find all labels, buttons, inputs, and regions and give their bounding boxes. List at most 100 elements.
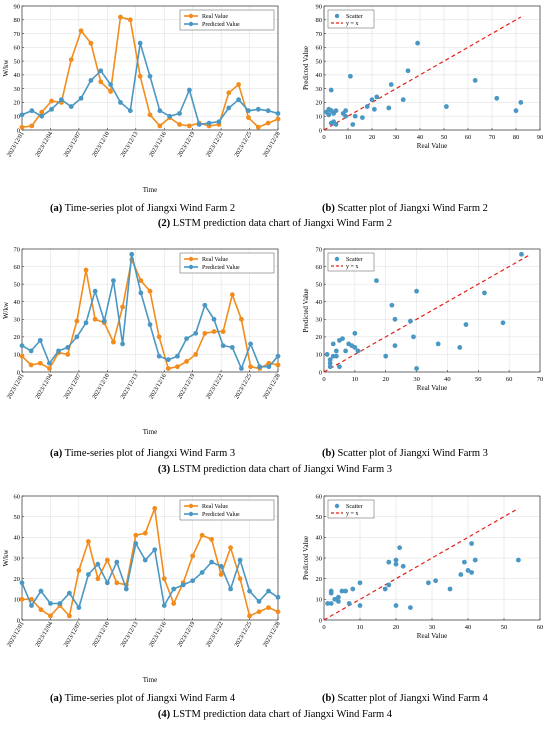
scatter-point	[472, 78, 478, 83]
predicted-value-point	[266, 588, 271, 594]
legend-swatch-marker	[334, 256, 340, 262]
scatter-point	[348, 73, 353, 79]
y-tick-label: 0	[17, 369, 20, 376]
x-tick-label: 90	[537, 134, 544, 141]
x-tick-label: 10	[352, 376, 359, 383]
x-tick-label: 10	[345, 134, 352, 141]
scatter-point	[340, 111, 346, 116]
real-value-point	[184, 359, 189, 364]
y-tick-label: 40	[316, 72, 323, 79]
y-tick-label: 60	[316, 264, 323, 271]
x-tick-label: 10	[357, 624, 364, 631]
y-tick-label: 10	[14, 352, 21, 359]
predicted-value-point	[19, 580, 25, 586]
scatter-point	[494, 95, 500, 101]
y-tick-label: 60	[14, 264, 21, 271]
caption-text: Time-series plot of Jiangxi Wind Farm 3	[62, 448, 235, 459]
predicted-value-point	[157, 108, 163, 114]
y-tick-label: 50	[14, 281, 21, 288]
legend-label: y = x	[346, 21, 358, 27]
x-axis-label: Time	[143, 428, 158, 436]
scatter-point	[482, 290, 487, 296]
x-tick-label: 2023/12/16	[148, 373, 168, 401]
scatter-point	[518, 100, 524, 105]
x-tick-label: 2023/12/19	[176, 373, 196, 401]
scatter-point	[328, 588, 334, 594]
scatter-point	[393, 603, 399, 608]
y-tick-label: 40	[14, 72, 21, 79]
scatter-point	[388, 82, 394, 87]
plot-frame	[21, 248, 279, 373]
scatter-point	[386, 105, 392, 111]
predicted-value-point	[275, 353, 281, 359]
predicted-value-point	[48, 601, 53, 606]
caption-tag: (a)	[50, 693, 63, 704]
caption-tag: (3)	[158, 464, 171, 475]
x-tick-label: 30	[393, 134, 400, 141]
predicted-value-point	[39, 113, 45, 119]
y-tick-label: 10	[316, 597, 323, 604]
legend-label: Real Value	[202, 504, 228, 510]
plot-frame	[21, 5, 279, 131]
x-tick-label: 2023/12/16	[148, 131, 168, 159]
real-value-point	[246, 115, 251, 120]
x-tick-label: 0	[322, 624, 325, 631]
legend-label: y = x	[346, 511, 358, 517]
scatter-point	[350, 122, 356, 127]
y-tick-label: 70	[316, 31, 323, 38]
scatter-point	[433, 578, 438, 584]
x-tick-label: 2023/12/19	[176, 621, 196, 649]
y-tick-label: 40	[14, 535, 21, 542]
x-tick-label: 2023/12/10	[91, 621, 111, 649]
predicted-value-point	[216, 119, 222, 125]
scatter-point	[415, 40, 420, 46]
predicted-value-point	[123, 586, 129, 592]
legend: Real Value Predicted Value	[179, 499, 275, 521]
predicted-value-point	[177, 111, 182, 116]
scatter-point	[382, 586, 388, 592]
predicted-value-point	[228, 586, 233, 592]
predicted-value-point	[19, 343, 25, 349]
real-value-point	[171, 601, 177, 606]
scatter-point	[343, 588, 348, 594]
predicted-value-point	[165, 357, 171, 363]
real-value-point	[48, 613, 53, 619]
x-tick-label: 20	[393, 624, 400, 631]
y-tick-label: 20	[316, 334, 323, 341]
ideal-line	[323, 507, 519, 621]
predicted-value-point	[88, 78, 94, 83]
scatter-point	[352, 330, 358, 336]
real-value-point	[98, 79, 104, 85]
real-value-point	[92, 316, 98, 322]
scatter-point	[405, 68, 411, 74]
predicted-value-point	[98, 68, 104, 74]
x-tick-label: 2023/12/01	[6, 373, 26, 401]
x-tick-label: 0	[322, 134, 325, 141]
real-value-point	[111, 339, 116, 345]
y-tick-label: 40	[316, 299, 323, 306]
group-caption-3: (3) LSTM prediction data chart of Jiangx…	[158, 464, 392, 475]
real-value-point	[202, 330, 208, 336]
scatter-point	[414, 366, 419, 371]
x-tick-label: 2023/12/22	[205, 373, 225, 401]
x-tick-label: 2023/12/22	[205, 131, 225, 159]
predicted-value-point	[152, 547, 158, 553]
caption-text: Scatter plot of Jiangxi Wind Farm 4	[335, 693, 489, 704]
real-value-point	[74, 318, 80, 324]
scatter-point	[397, 545, 402, 551]
real-value-point	[85, 539, 91, 544]
x-tick-label: 50	[441, 134, 448, 141]
scatter-point	[408, 318, 413, 324]
timeseries-chart-4: 0 10 20 30 40 50 60 2023/12/01 2023/12/04 2023/12…	[2, 493, 282, 684]
scatter-point	[333, 353, 339, 359]
x-tick-label: 40	[444, 376, 451, 383]
y-tick-label: 30	[316, 86, 323, 93]
predicted-value-point	[92, 288, 98, 294]
scatter-point	[352, 113, 358, 119]
scatter-point	[393, 561, 399, 567]
legend-swatch-marker	[188, 13, 194, 19]
predicted-value-point	[229, 345, 235, 350]
sc-caption-4: (b) Scatter plot of Jiangxi Wind Farm 4	[322, 693, 489, 704]
real-value-point	[37, 360, 43, 366]
predicted-value-point	[255, 106, 261, 112]
